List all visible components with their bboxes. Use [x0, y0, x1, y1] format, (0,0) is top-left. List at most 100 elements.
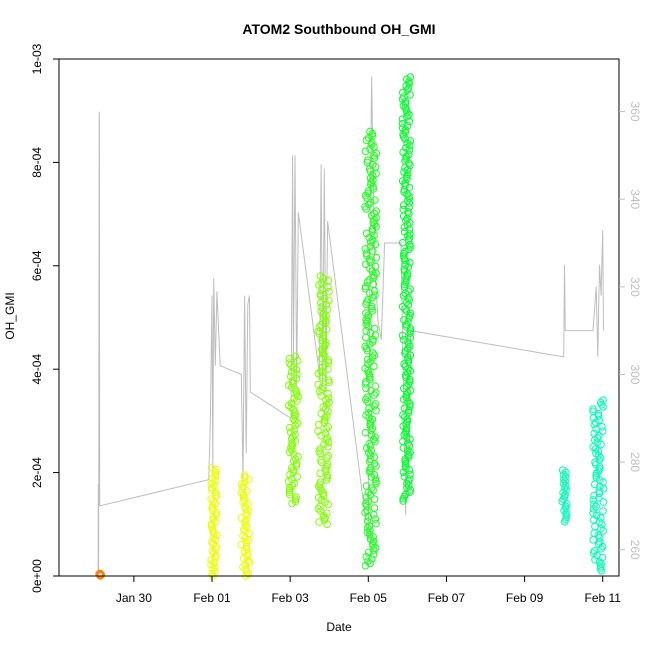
data-point [315, 329, 324, 338]
data-point [286, 423, 294, 432]
data-point [399, 132, 408, 141]
data-point [400, 316, 408, 324]
data-point [398, 119, 407, 128]
data-point [371, 389, 380, 397]
data-point [406, 258, 414, 267]
data-point [593, 434, 602, 442]
data-point [367, 140, 376, 149]
data-point [322, 301, 331, 309]
data-point [399, 497, 407, 505]
data-point [369, 349, 377, 357]
data-point [594, 540, 603, 549]
data-point [323, 471, 332, 480]
data-point [398, 302, 407, 311]
data-point [405, 314, 413, 322]
data-point [324, 407, 332, 416]
data-point [370, 391, 379, 399]
data-point [367, 473, 376, 481]
data-point [288, 446, 296, 454]
data-point [403, 108, 411, 117]
data-point [372, 269, 381, 278]
data-point [211, 563, 219, 571]
data-point [322, 325, 331, 334]
data-point [399, 468, 408, 477]
data-point [361, 342, 370, 351]
data-point [364, 448, 373, 457]
data-point [292, 365, 301, 374]
data-point [372, 253, 381, 262]
data-point [597, 400, 606, 409]
data-point [589, 536, 598, 544]
data-point [324, 365, 332, 374]
data-point [366, 491, 375, 499]
scatter-cluster-5 [361, 127, 381, 570]
x-tick-label: Feb 05 [350, 591, 388, 605]
data-point [325, 287, 333, 296]
data-point [293, 419, 302, 428]
data-point [398, 331, 407, 340]
data-point [237, 480, 246, 488]
y2-tick-label: 320 [628, 277, 642, 297]
data-point [402, 82, 411, 90]
data-point [596, 454, 605, 462]
y-tick-label: 1e-03 [30, 43, 44, 74]
y-axis-label: OH_GMI [3, 292, 17, 339]
data-point [366, 329, 375, 337]
x-axis-label: Date [326, 620, 352, 634]
data-point [365, 522, 374, 530]
data-point [364, 488, 373, 497]
data-point [368, 415, 377, 424]
data-point [362, 229, 371, 238]
data-point [364, 548, 373, 557]
data-point [403, 415, 412, 424]
data-point [371, 544, 380, 552]
data-point [599, 485, 608, 493]
data-point [320, 314, 328, 323]
data-point [287, 383, 296, 392]
data-point [366, 442, 375, 450]
y2-tick-label: 340 [628, 189, 642, 209]
data-point [320, 440, 328, 449]
data-point [590, 500, 598, 509]
data-point [398, 238, 407, 247]
data-point [405, 406, 413, 415]
data-point [364, 322, 373, 331]
data-point [319, 511, 328, 520]
data-point [366, 238, 375, 246]
data-point [364, 409, 373, 417]
data-point [398, 115, 407, 123]
data-point [368, 293, 377, 302]
data-point [594, 411, 603, 420]
y2-tick-label: 280 [628, 452, 642, 472]
data-point [207, 495, 215, 503]
data-point [316, 502, 324, 511]
data-point [372, 477, 380, 486]
data-point [372, 519, 380, 528]
scatter-cluster-6 [398, 73, 415, 505]
data-point [365, 404, 373, 413]
data-point [406, 448, 414, 457]
data-point [597, 524, 605, 533]
data-point [318, 487, 326, 495]
data-point [211, 517, 220, 526]
y-tick-label: 6e-04 [30, 250, 44, 281]
data-point [599, 403, 607, 411]
data-point [406, 375, 414, 384]
data-point [402, 373, 410, 382]
data-point [291, 417, 299, 425]
data-point [371, 291, 379, 300]
y2-tick-label: 360 [628, 102, 642, 122]
data-point [208, 486, 216, 494]
data-point [244, 507, 252, 515]
data-point [370, 143, 378, 151]
data-point [589, 496, 598, 504]
data-point [404, 364, 413, 373]
data-point [406, 325, 415, 333]
data-point [211, 554, 219, 562]
data-point [592, 425, 600, 433]
data-point [285, 448, 294, 457]
data-point [599, 527, 608, 535]
x-tick-label: Feb 03 [271, 591, 309, 605]
data-point [287, 464, 296, 472]
plot-frame [58, 58, 620, 577]
